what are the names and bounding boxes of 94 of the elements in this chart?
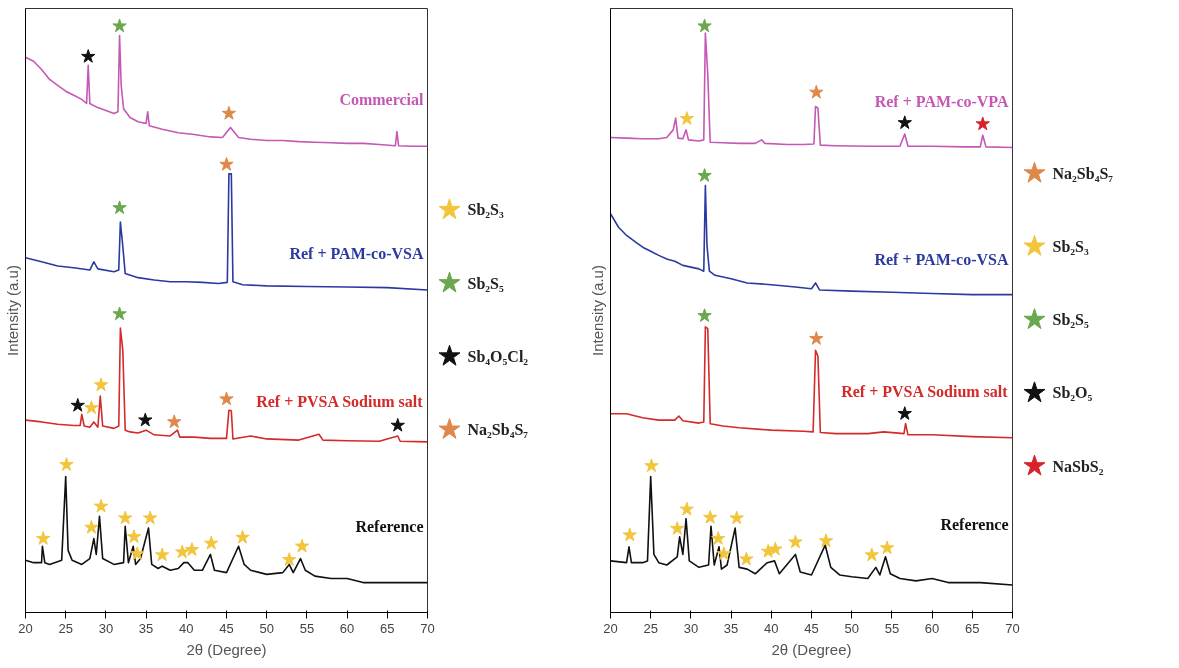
point (864, 547, 879, 562)
point (93, 377, 109, 392)
point (81, 49, 96, 63)
point (670, 521, 685, 535)
point (739, 551, 754, 566)
point (142, 510, 158, 525)
point (118, 510, 133, 525)
point (294, 538, 310, 553)
point (167, 414, 182, 429)
x-tick-label: 55 (884, 620, 900, 636)
point (697, 168, 712, 182)
point (221, 105, 237, 120)
y-axis-title: Intensity (a.u) (3, 265, 21, 356)
point (390, 417, 405, 432)
legend-label: NaSbS₂ (1052, 457, 1104, 475)
point (84, 519, 99, 534)
x-tick-label: 70 (1005, 620, 1020, 636)
x-tick-label: 65 (965, 620, 980, 636)
point (155, 547, 170, 562)
legend-label: Sb₂O₅ (1052, 384, 1093, 402)
series-label: Ref + PVSA Sodium salt (841, 382, 1009, 400)
x-tick-label: 60 (924, 620, 940, 636)
series-label: Ref + PAM-co-VSA (874, 251, 1009, 269)
x-tick-label: 35 (723, 620, 739, 636)
point (70, 398, 85, 412)
point (809, 331, 824, 345)
legend-label: Sb₂S₅ (467, 274, 504, 292)
point (644, 458, 659, 473)
point (93, 498, 109, 513)
point (697, 18, 712, 33)
point (897, 115, 912, 130)
x-tick-label: 25 (643, 620, 658, 636)
point (84, 400, 99, 415)
point (679, 501, 695, 516)
series-label: Ref + PVSA Sodium salt (256, 393, 424, 411)
point (219, 391, 234, 406)
point (879, 540, 895, 555)
point (818, 533, 834, 548)
point (59, 457, 74, 471)
point (36, 531, 51, 545)
text: Commercial (339, 90, 425, 108)
point (809, 84, 824, 99)
point (184, 542, 200, 556)
x-tick-label: 70 (420, 620, 435, 636)
x-tick-label: 30 (683, 620, 699, 636)
point (204, 535, 219, 550)
x-tick-label: 60 (339, 620, 355, 636)
x-tick-label: 35 (138, 620, 154, 636)
x-tick-label: 65 (380, 620, 395, 636)
point (768, 541, 783, 556)
x-tick-label: 40 (764, 620, 779, 636)
text: Ref + PAM-co-VPA (874, 92, 1009, 110)
x-tick-label: 50 (844, 620, 859, 636)
x-tick-label: 30 (98, 620, 114, 636)
point (711, 531, 726, 545)
point (130, 546, 145, 561)
x-tick-label: 45 (219, 620, 234, 636)
point (622, 527, 637, 542)
point (703, 510, 718, 524)
legend-label: Sb₂S₃ (467, 201, 504, 219)
point (126, 529, 142, 544)
legend-label: Sb₂S₃ (1052, 237, 1089, 255)
point (679, 111, 695, 125)
point (175, 544, 190, 559)
x-tick-label: 45 (804, 620, 819, 636)
point (235, 529, 250, 544)
legend-label: Sb₄O₅Cl₂ (467, 347, 529, 365)
point (975, 116, 990, 131)
point (138, 412, 153, 427)
point (219, 156, 234, 171)
text: Reference (940, 515, 1009, 533)
point (697, 308, 712, 322)
point (112, 18, 127, 33)
x-tick-label: 55 (299, 620, 315, 636)
point (716, 546, 732, 561)
x-tick-label: 50 (259, 620, 274, 636)
x-axis-title: 2θ (Degree) (186, 640, 267, 658)
point (112, 200, 127, 215)
text: Reference (355, 517, 424, 535)
point (282, 552, 297, 566)
x-tick-label: 40 (179, 620, 194, 636)
legend-label: Sb₂S₅ (1052, 311, 1089, 329)
legend-label: Na₂Sb₄S₇ (1052, 164, 1114, 182)
x-axis-title: 2θ (Degree) (771, 640, 852, 658)
x-tick-label: 20 (603, 620, 618, 636)
x-tick-label: 25 (58, 620, 73, 636)
point (897, 406, 912, 420)
x-tick-label: 20 (18, 620, 33, 636)
point (788, 534, 803, 549)
y-axis-title: Intensity (a.u) (588, 265, 606, 356)
point (112, 306, 127, 321)
legend-label: Na₂Sb₄S₇ (467, 420, 529, 438)
point (729, 510, 744, 525)
series-label: Ref + PAM-co-VSA (289, 245, 424, 263)
